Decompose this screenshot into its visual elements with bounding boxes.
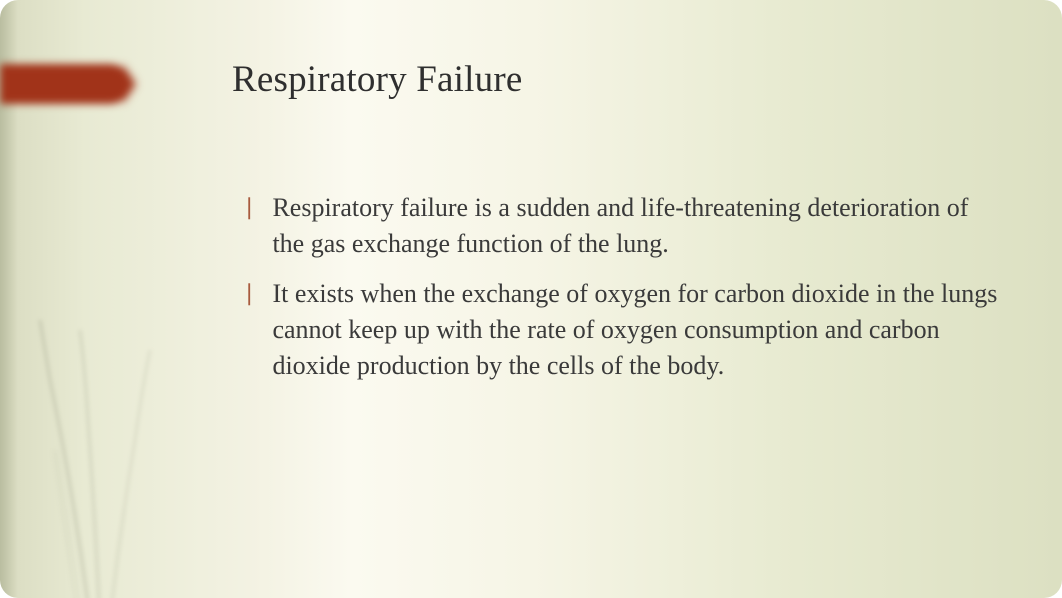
- slide-container: Respiratory Failure ❘ Respiratory failur…: [0, 0, 1062, 598]
- bullet-text: It exists when the exchange of oxygen fo…: [272, 276, 1000, 384]
- grass-wisp-decoration: [20, 300, 180, 598]
- bullet-text: Respiratory failure is a sudden and life…: [272, 190, 1000, 262]
- slide-body: ❘ Respiratory failure is a sudden and li…: [240, 190, 1000, 398]
- ribbon-accent: [0, 64, 130, 104]
- bullet-item: ❘ It exists when the exchange of oxygen …: [240, 276, 1000, 384]
- bullet-item: ❘ Respiratory failure is a sudden and li…: [240, 190, 1000, 262]
- slide-title: Respiratory Failure: [232, 58, 522, 101]
- bullet-marker-icon: ❘: [240, 192, 258, 222]
- bullet-marker-icon: ❘: [240, 278, 258, 308]
